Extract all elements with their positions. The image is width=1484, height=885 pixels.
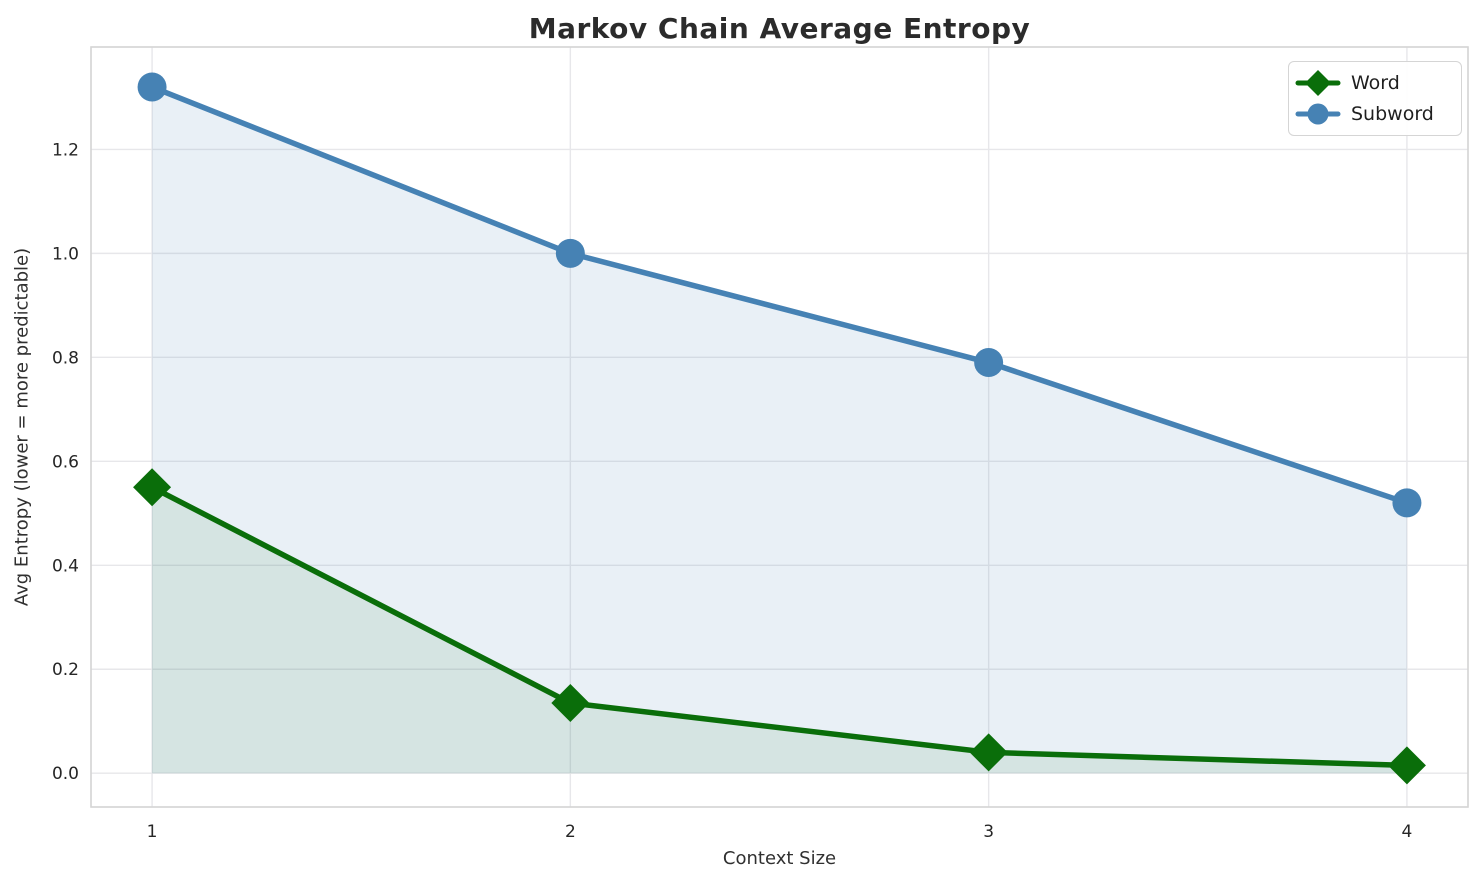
y-tick-label: 1.0: [52, 244, 79, 264]
word-line: [149, 484, 1410, 769]
axes-border: [90, 46, 1469, 808]
legend-item-word: Word: [1295, 69, 1451, 97]
legend: Word Subword: [1288, 61, 1462, 136]
legend-label: Word: [1351, 71, 1400, 94]
y-tick-label: 0.8: [52, 348, 79, 368]
legend-label: Subword: [1351, 102, 1434, 125]
x-tick-label: 2: [565, 822, 576, 842]
y-tick-label: 0.6: [52, 452, 79, 472]
diamond-marker-icon: [1295, 70, 1341, 96]
y-tick-label: 0.2: [52, 660, 79, 680]
x-tick-label: 4: [1402, 822, 1413, 842]
y-tick-label: 0.4: [52, 556, 79, 576]
chart-title: Markov Chain Average Entropy: [528, 12, 1031, 45]
x-tick-label: 1: [147, 822, 158, 842]
subword-line: [149, 84, 1410, 506]
y-tick-label: 0.0: [52, 764, 79, 784]
subword-marker: [555, 238, 585, 268]
word-area-fill: [152, 487, 1407, 774]
legend-item-subword: Subword: [1295, 100, 1451, 128]
y-tick-label: 1.2: [52, 140, 79, 160]
word-marker: [969, 733, 1008, 772]
subword-marker: [137, 72, 167, 102]
y-axis-label: Avg Entropy (lower = more predictable): [11, 247, 33, 607]
x-axis-label: Context Size: [722, 848, 837, 869]
subword-marker: [1392, 488, 1422, 518]
word-marker: [1387, 746, 1426, 785]
word-marker: [133, 468, 172, 507]
word-marker: [551, 684, 590, 723]
subword-area-fill: [152, 87, 1407, 774]
subword-marker: [974, 348, 1004, 378]
x-tick-label: 3: [983, 822, 994, 842]
circle-marker-icon: [1295, 103, 1341, 125]
